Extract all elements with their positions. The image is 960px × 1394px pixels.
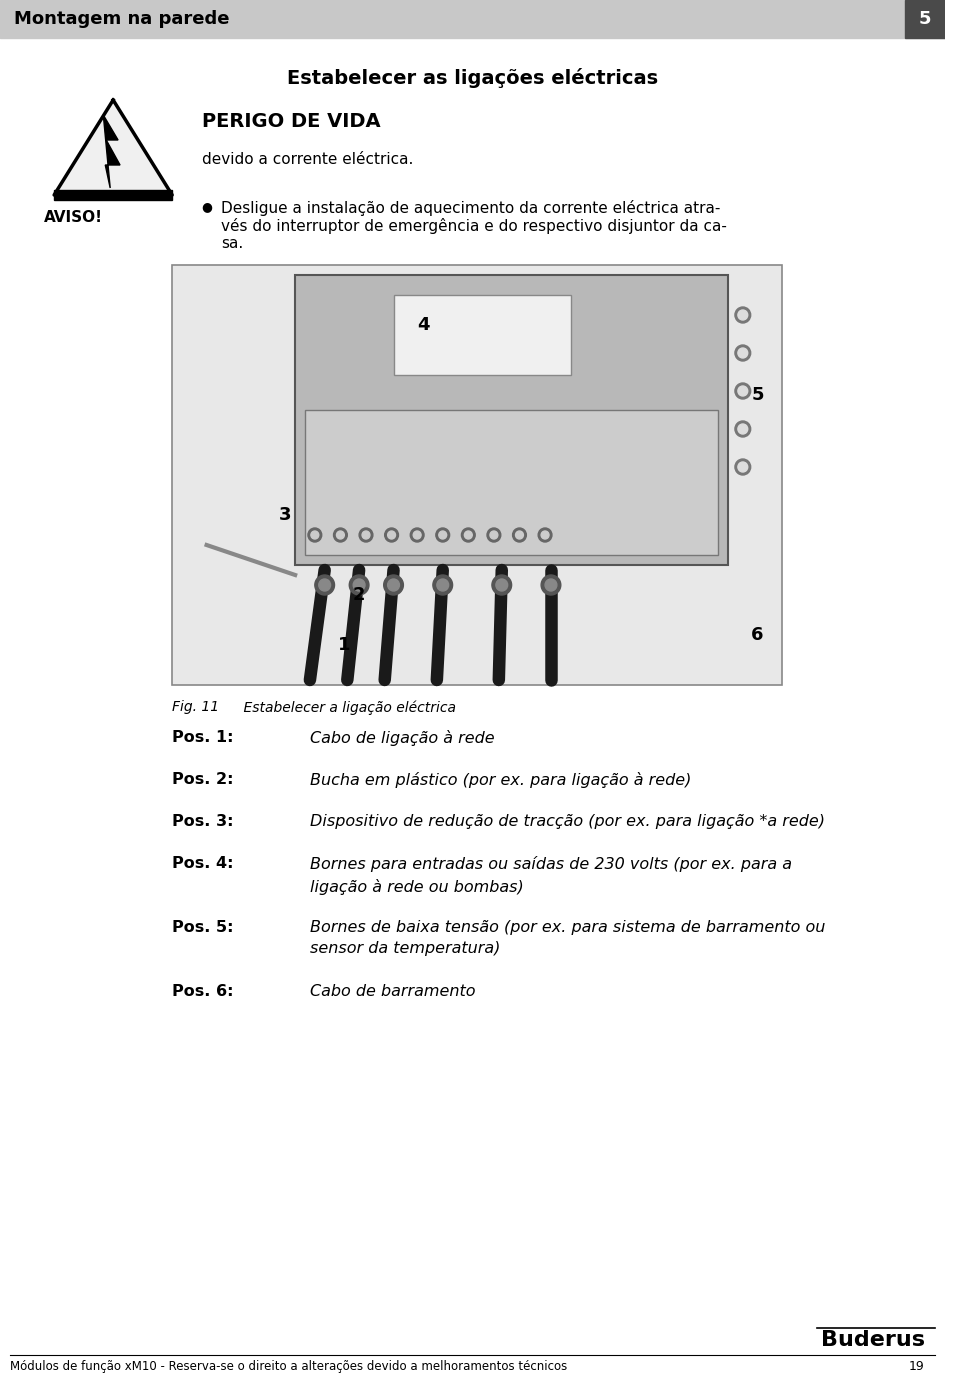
- Circle shape: [388, 579, 399, 591]
- Circle shape: [336, 531, 345, 539]
- Circle shape: [541, 574, 561, 595]
- Bar: [394, 296, 570, 375]
- Text: Buderus: Buderus: [821, 1330, 924, 1349]
- Text: sa.: sa.: [222, 236, 244, 251]
- Circle shape: [311, 531, 319, 539]
- Text: Montagem na parede: Montagem na parede: [13, 10, 229, 28]
- Circle shape: [738, 309, 748, 321]
- Text: Estabelecer a ligação eléctrica: Estabelecer a ligação eléctrica: [227, 700, 456, 715]
- Text: 3: 3: [279, 506, 292, 524]
- Circle shape: [735, 344, 751, 361]
- Circle shape: [436, 528, 449, 542]
- Circle shape: [388, 531, 396, 539]
- Circle shape: [385, 528, 398, 542]
- Text: Bucha em plástico (por ex. para ligação à rede): Bucha em plástico (por ex. para ligação …: [310, 772, 691, 788]
- Circle shape: [487, 528, 501, 542]
- Polygon shape: [104, 114, 120, 188]
- Text: 1: 1: [338, 636, 350, 654]
- Circle shape: [319, 579, 330, 591]
- Text: 5: 5: [919, 10, 931, 28]
- Circle shape: [735, 383, 751, 399]
- Text: Pos. 2:: Pos. 2:: [172, 772, 233, 788]
- Circle shape: [465, 531, 472, 539]
- Text: Pos. 6:: Pos. 6:: [172, 984, 233, 999]
- Bar: [172, 265, 782, 684]
- Bar: [0, 0, 945, 38]
- Circle shape: [513, 528, 526, 542]
- Text: Pos. 4:: Pos. 4:: [172, 856, 233, 871]
- Circle shape: [738, 461, 748, 473]
- Text: Estabelecer as ligações eléctricas: Estabelecer as ligações eléctricas: [287, 68, 658, 88]
- Circle shape: [362, 531, 370, 539]
- Circle shape: [490, 531, 498, 539]
- Circle shape: [738, 348, 748, 358]
- Text: 5: 5: [752, 386, 764, 404]
- Text: Módulos de função xM10 - Reserva-se o direito a alterações devido a melhoramento: Módulos de função xM10 - Reserva-se o di…: [10, 1361, 567, 1373]
- Circle shape: [541, 531, 549, 539]
- Circle shape: [410, 528, 424, 542]
- Circle shape: [439, 531, 446, 539]
- Circle shape: [349, 574, 369, 595]
- Polygon shape: [54, 100, 172, 195]
- Text: PERIGO DE VIDA: PERIGO DE VIDA: [202, 112, 380, 131]
- Circle shape: [462, 528, 475, 542]
- Text: ●: ●: [202, 199, 212, 213]
- Text: 2: 2: [353, 585, 366, 604]
- Circle shape: [492, 574, 512, 595]
- Text: devido a corrente eléctrica.: devido a corrente eléctrica.: [202, 152, 413, 167]
- Text: Pos. 3:: Pos. 3:: [172, 814, 233, 829]
- Text: Desligue a instalação de aquecimento da corrente eléctrica atra-: Desligue a instalação de aquecimento da …: [222, 199, 721, 216]
- Bar: [295, 275, 728, 565]
- Circle shape: [738, 386, 748, 396]
- Text: Bornes de baixa tensão (por ex. para sistema de barramento ou
sensor da temperat: Bornes de baixa tensão (por ex. para sis…: [310, 920, 826, 956]
- Text: Pos. 5:: Pos. 5:: [172, 920, 233, 935]
- Circle shape: [413, 531, 421, 539]
- Circle shape: [738, 424, 748, 434]
- Bar: [54, 190, 172, 199]
- Bar: [305, 410, 718, 555]
- Circle shape: [333, 528, 348, 542]
- Text: Fig. 11: Fig. 11: [172, 700, 219, 714]
- Circle shape: [496, 579, 508, 591]
- Circle shape: [516, 531, 523, 539]
- Circle shape: [735, 459, 751, 475]
- Circle shape: [359, 528, 372, 542]
- Text: Cabo de ligação à rede: Cabo de ligação à rede: [310, 730, 494, 746]
- Bar: [905, 0, 945, 38]
- Circle shape: [437, 579, 448, 591]
- Text: Cabo de barramento: Cabo de barramento: [310, 984, 475, 999]
- Text: AVISO!: AVISO!: [44, 210, 104, 224]
- Circle shape: [735, 307, 751, 323]
- Text: vés do interruptor de emergência e do respectivo disjuntor da ca-: vés do interruptor de emergência e do re…: [222, 217, 728, 234]
- Text: Bornes para entradas ou saídas de 230 volts (por ex. para a
ligação à rede ou bo: Bornes para entradas ou saídas de 230 vo…: [310, 856, 792, 895]
- Text: 4: 4: [417, 316, 429, 335]
- Circle shape: [315, 574, 334, 595]
- Circle shape: [539, 528, 552, 542]
- Circle shape: [353, 579, 365, 591]
- Text: Dispositivo de redução de tracção (por ex. para ligação *a rede): Dispositivo de redução de tracção (por e…: [310, 814, 825, 829]
- Circle shape: [384, 574, 403, 595]
- Text: 6: 6: [752, 626, 764, 644]
- Circle shape: [433, 574, 452, 595]
- Circle shape: [545, 579, 557, 591]
- Text: Pos. 1:: Pos. 1:: [172, 730, 233, 744]
- Circle shape: [735, 421, 751, 436]
- Circle shape: [308, 528, 322, 542]
- Text: 19: 19: [909, 1361, 924, 1373]
